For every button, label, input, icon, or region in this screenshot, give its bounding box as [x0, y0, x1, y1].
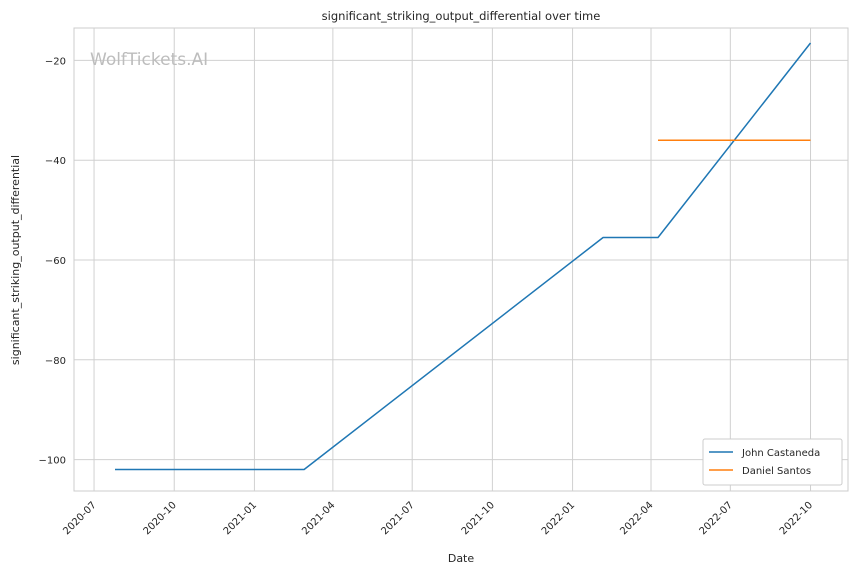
x-tick-label: 2022-04 [618, 500, 655, 537]
x-tick-label: 2021-01 [222, 500, 259, 537]
legend-label-daniel-santos: Daniel Santos [742, 466, 811, 477]
y-tick-label: −60 [45, 256, 66, 267]
y-axis-label: significant_striking_output_differential [9, 155, 22, 365]
x-tick-label: 2021-04 [300, 500, 337, 537]
x-tick-label: 2022-10 [778, 500, 815, 537]
series-line-john-castaneda [115, 42, 812, 471]
series-layer [115, 42, 812, 471]
y-tick-label: −80 [45, 356, 66, 367]
x-tick-label: 2022-07 [698, 500, 735, 537]
y-tick-label: −40 [45, 156, 66, 167]
legend: John Castaneda Daniel Santos [702, 438, 843, 486]
y-tick-label: −100 [39, 456, 66, 467]
x-tick-label: 2020-10 [142, 500, 179, 537]
legend-box [702, 438, 843, 486]
x-axis-label: Date [448, 552, 475, 565]
y-tick-label: −20 [45, 56, 66, 67]
watermark: WolfTickets.AI [90, 50, 208, 70]
x-tick-label: 2020-07 [61, 500, 98, 537]
chart-title: significant_striking_output_differential… [322, 9, 601, 23]
x-tick-label: 2022-01 [540, 500, 577, 537]
x-tick-label: 2021-07 [380, 500, 417, 537]
legend-label-john-castaneda: John Castaneda [741, 448, 820, 459]
x-tick-label: 2021-10 [460, 500, 497, 537]
grid [74, 28, 848, 491]
